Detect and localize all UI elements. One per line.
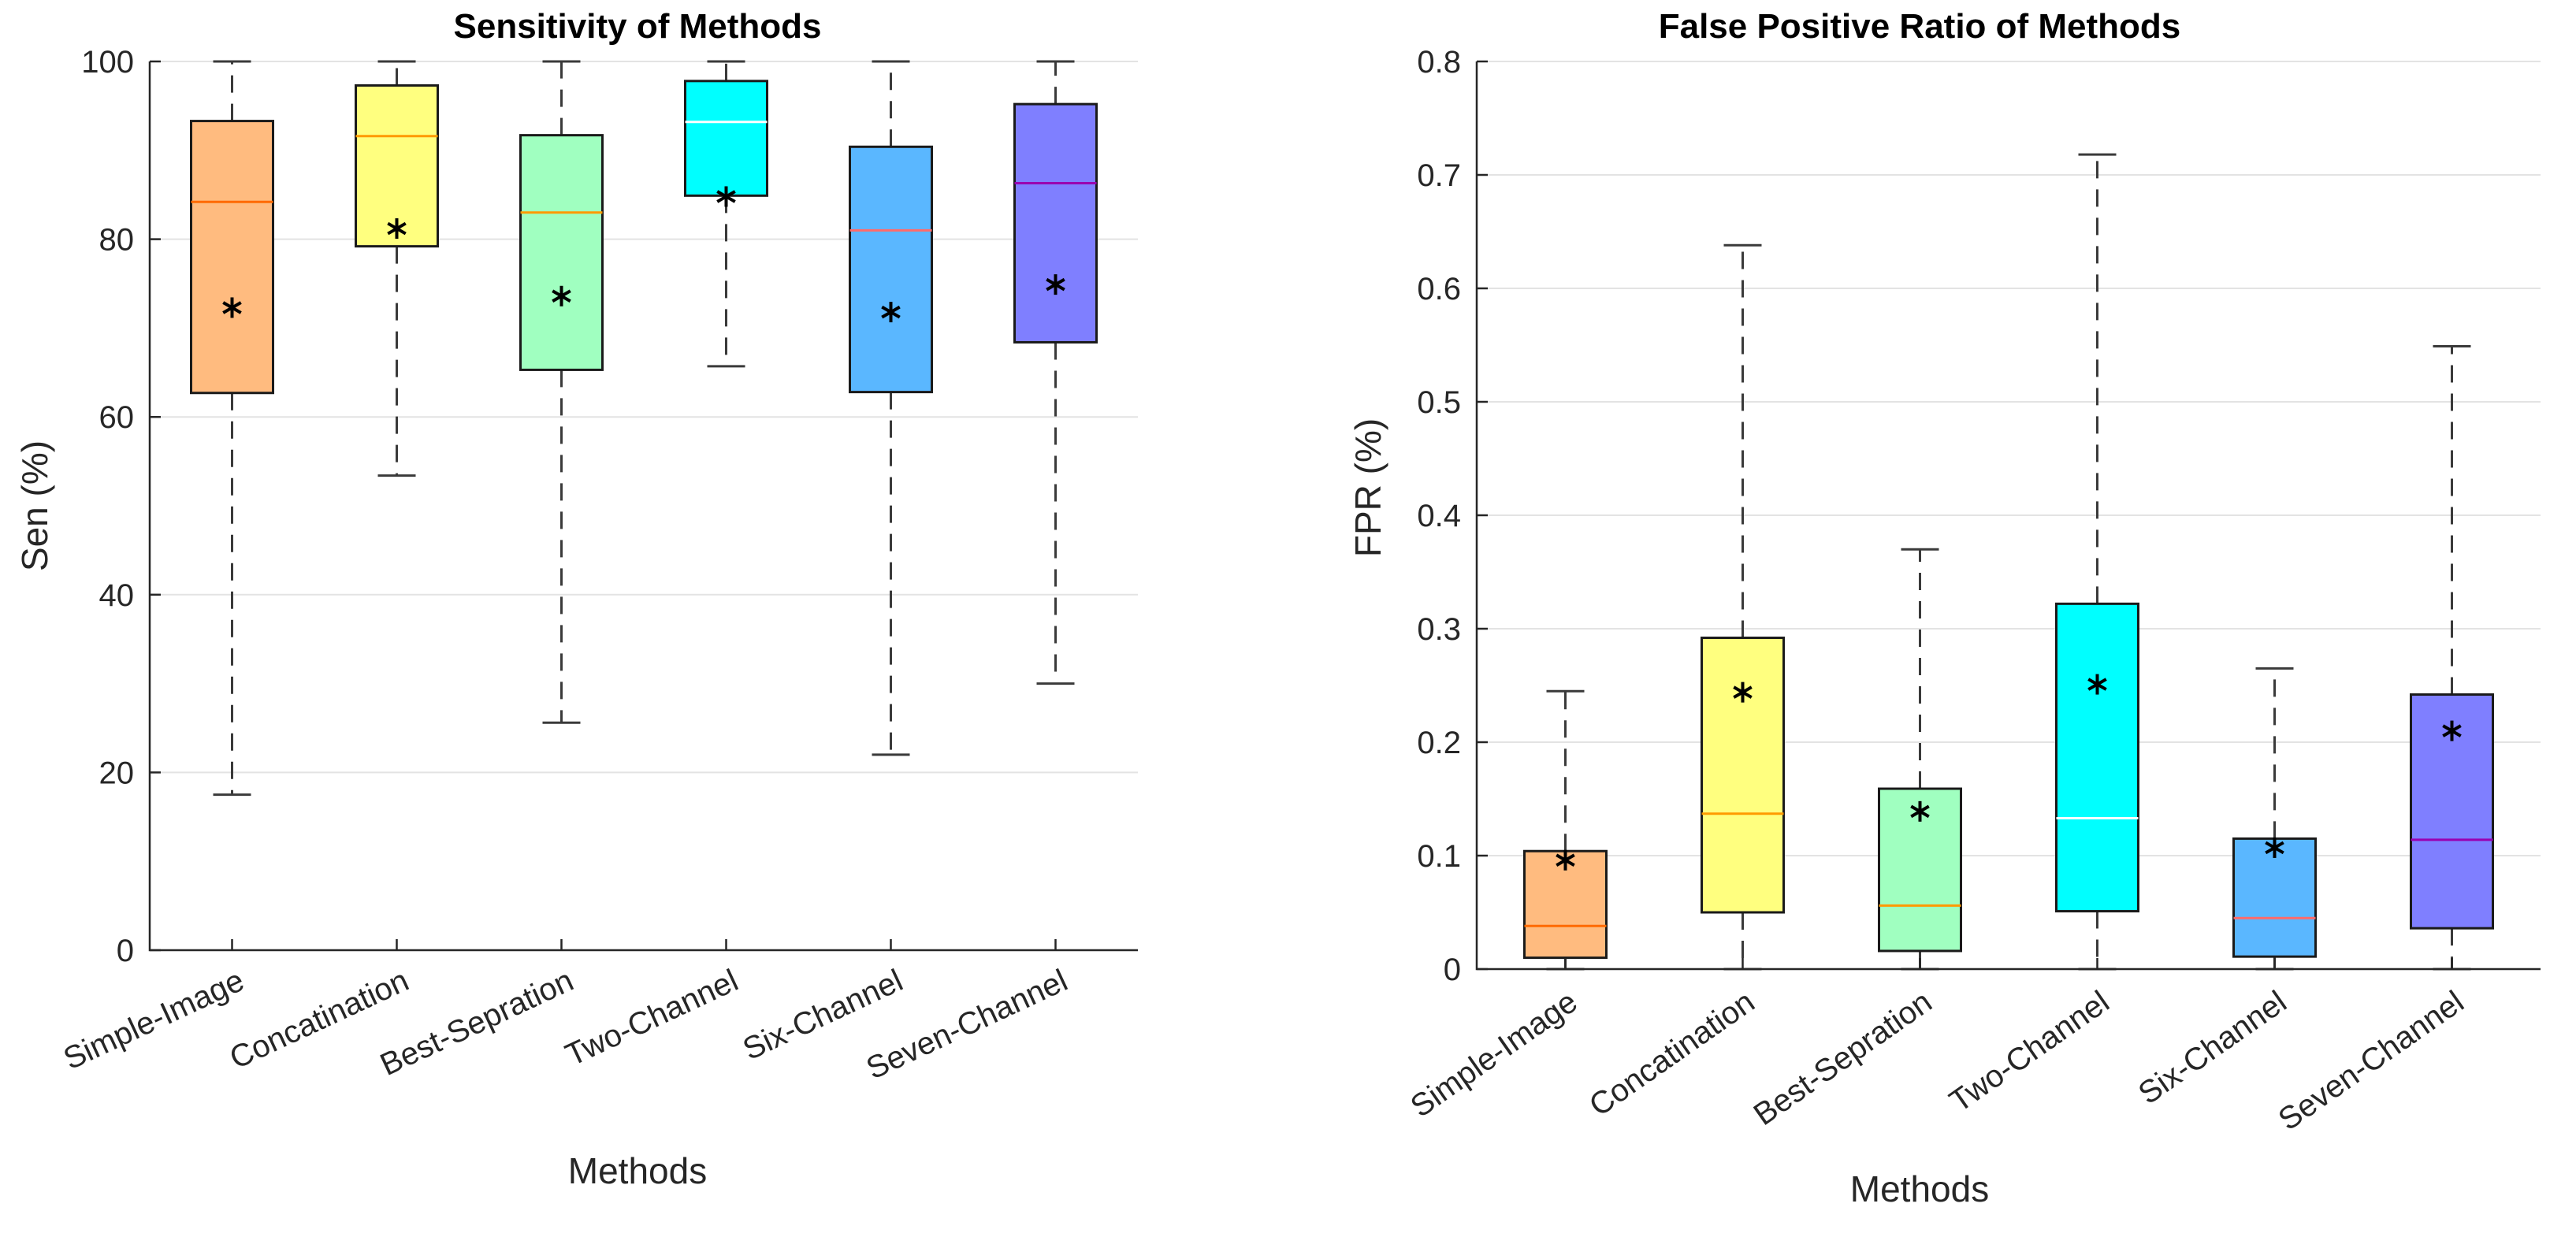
box-seven-channel	[1013, 60, 1098, 685]
y-axis-label: FPR (%)	[1347, 418, 1388, 557]
iqr-box	[1701, 637, 1785, 914]
plot-area: 0 0.1 0.2 0.3 0.4 0.5 0.6 0.7 0.8 Simple-Image Con…	[1404, 45, 2541, 1138]
x-tick-label: Simple-Image	[58, 963, 249, 1076]
iqr-box	[849, 145, 933, 394]
mean-marker	[2442, 720, 2462, 741]
iqr-box	[684, 80, 768, 197]
chart-title: Sensitivity of Methods	[454, 7, 822, 46]
x-axis-label: Methods	[1850, 1168, 1989, 1209]
iqr-box	[190, 120, 274, 395]
x-tick-label: Seven-Channel	[2273, 984, 2470, 1137]
y-tick-label: 0.6	[1417, 272, 1461, 306]
y-tick-label: 0.8	[1417, 45, 1461, 80]
sensitivity-chart-svg: Sensitivity of Methods Methods Sen (%) 0…	[14, 7, 1138, 1191]
box-two-channel	[2055, 153, 2139, 971]
y-tick-label: 0	[1444, 953, 1461, 987]
y-tick-label: 60	[99, 400, 135, 435]
y-tick-label: 20	[99, 756, 135, 790]
mean-marker-stroke	[1733, 685, 1753, 699]
y-tick-label: 0.3	[1417, 612, 1461, 647]
mean-marker-stroke	[1910, 804, 1930, 819]
x-tick-label: Six-Channel	[2132, 984, 2293, 1111]
iqr-box	[1013, 102, 1098, 344]
mean-marker	[222, 297, 242, 318]
mean-marker-stroke	[222, 301, 242, 314]
y-tick-label: 0.2	[1417, 726, 1461, 760]
mean-marker	[387, 218, 407, 240]
y-tick-label: 0	[117, 934, 134, 968]
y-tick-label: 100	[81, 45, 134, 80]
x-tick-label: Simple-Image	[1404, 984, 1583, 1124]
mean-marker	[716, 186, 736, 207]
fpr-chart-svg: False Positive Ratio of Methods Methods …	[1347, 7, 2541, 1209]
iqr-box	[2055, 602, 2139, 913]
box-two-channel	[684, 60, 768, 368]
mean-marker-stroke	[1046, 277, 1065, 292]
mean-marker-stroke	[716, 190, 736, 203]
mean-marker	[2087, 674, 2107, 695]
y-tick-label: 0.5	[1417, 385, 1461, 420]
mean-marker	[1910, 800, 1930, 822]
x-tick-label: Two-Channel	[560, 963, 743, 1072]
mean-marker-stroke	[2087, 678, 2107, 691]
chart-title: False Positive Ratio of Methods	[1659, 7, 2181, 46]
axis-frame	[148, 61, 1138, 952]
mean-marker	[552, 285, 571, 306]
iqr-box	[2232, 837, 2317, 958]
fpr-chart: False Positive Ratio of Methods Methods …	[1288, 0, 2576, 1248]
mean-marker	[1046, 274, 1065, 295]
box-concatination	[1701, 243, 1785, 971]
y-tick-label: 80	[99, 223, 135, 258]
box-six-channel	[849, 60, 933, 756]
mean-marker	[1556, 849, 1575, 871]
box-best-sepration	[519, 60, 604, 724]
sensitivity-chart: Sensitivity of Methods Methods Sen (%) 0…	[14, 7, 1138, 1191]
mean-marker-stroke	[387, 221, 407, 236]
mean-marker-stroke	[2442, 724, 2462, 737]
iqr-box	[519, 134, 604, 371]
box-simple-image	[1523, 689, 1608, 971]
box-six-channel	[2232, 667, 2317, 971]
y-tick-label: 40	[99, 578, 135, 613]
mean-marker-stroke	[1556, 853, 1575, 867]
x-axis-label: Methods	[568, 1150, 707, 1191]
box-simple-image	[190, 60, 274, 797]
mean-marker	[2265, 837, 2284, 858]
box-seven-channel	[2410, 344, 2494, 971]
x-tick-label: Two-Channel	[1943, 984, 2115, 1119]
box-best-sepration	[1878, 548, 1962, 971]
x-tick-label: Best-Sepration	[1748, 984, 1939, 1132]
y-tick-label: 0.7	[1417, 158, 1461, 193]
mean-marker-stroke	[552, 289, 571, 303]
y-tick-label: 0.1	[1417, 839, 1461, 874]
box-concatination	[355, 60, 439, 477]
mean-marker-stroke	[881, 305, 901, 319]
x-tick-label: Concatination	[1583, 984, 1761, 1123]
mean-marker	[881, 302, 901, 323]
y-tick-label: 0.4	[1417, 499, 1461, 533]
plot-area: 020406080100Simple-ImageConcatinationBes…	[58, 45, 1138, 1086]
mean-marker	[1733, 682, 1753, 703]
y-axis-label: Sen (%)	[14, 440, 55, 571]
mean-marker-stroke	[2265, 841, 2284, 855]
iqr-box	[1878, 787, 1962, 953]
